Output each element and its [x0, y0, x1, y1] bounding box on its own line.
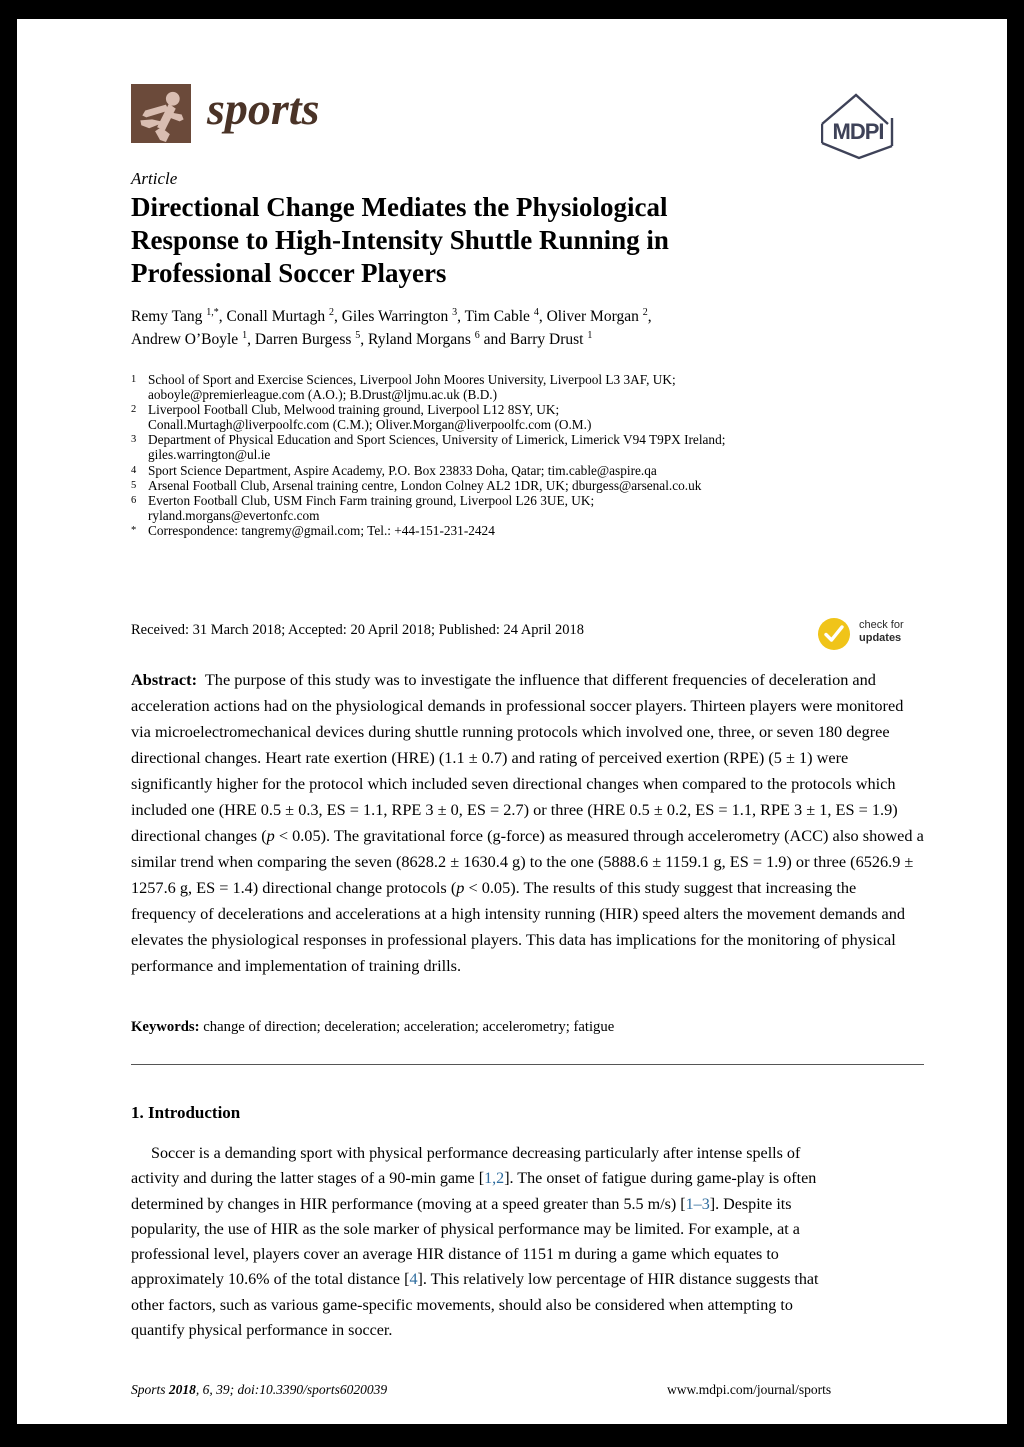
svg-text:MDPI: MDPI — [833, 119, 884, 144]
